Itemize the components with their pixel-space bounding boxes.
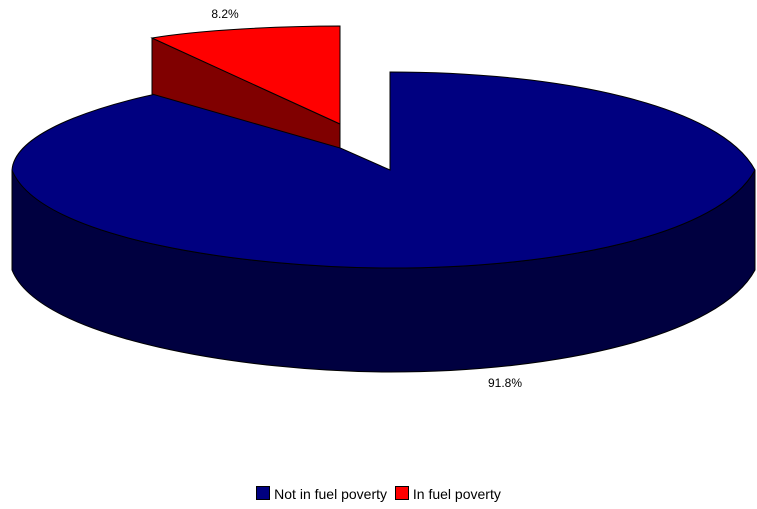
legend-label-in-fuel-poverty: In fuel poverty [412,486,501,502]
slice-not-in-fuel-poverty-top [11,71,756,269]
label-not-in-fuel-poverty: 91.8% [488,376,522,390]
legend-item-not-in-fuel-poverty: Not in fuel poverty [256,486,387,502]
legend-swatch-not-in-fuel-poverty [256,486,271,500]
legend: Not in fuel poverty In fuel poverty [0,486,757,502]
legend-label-not-in-fuel-poverty: Not in fuel poverty [274,486,387,502]
legend-item-in-fuel-poverty: In fuel poverty [394,486,501,502]
label-in-fuel-poverty: 8.2% [211,7,239,21]
legend-swatch-in-fuel-poverty [394,486,409,500]
slice-in-fuel-poverty-top [150,25,341,125]
